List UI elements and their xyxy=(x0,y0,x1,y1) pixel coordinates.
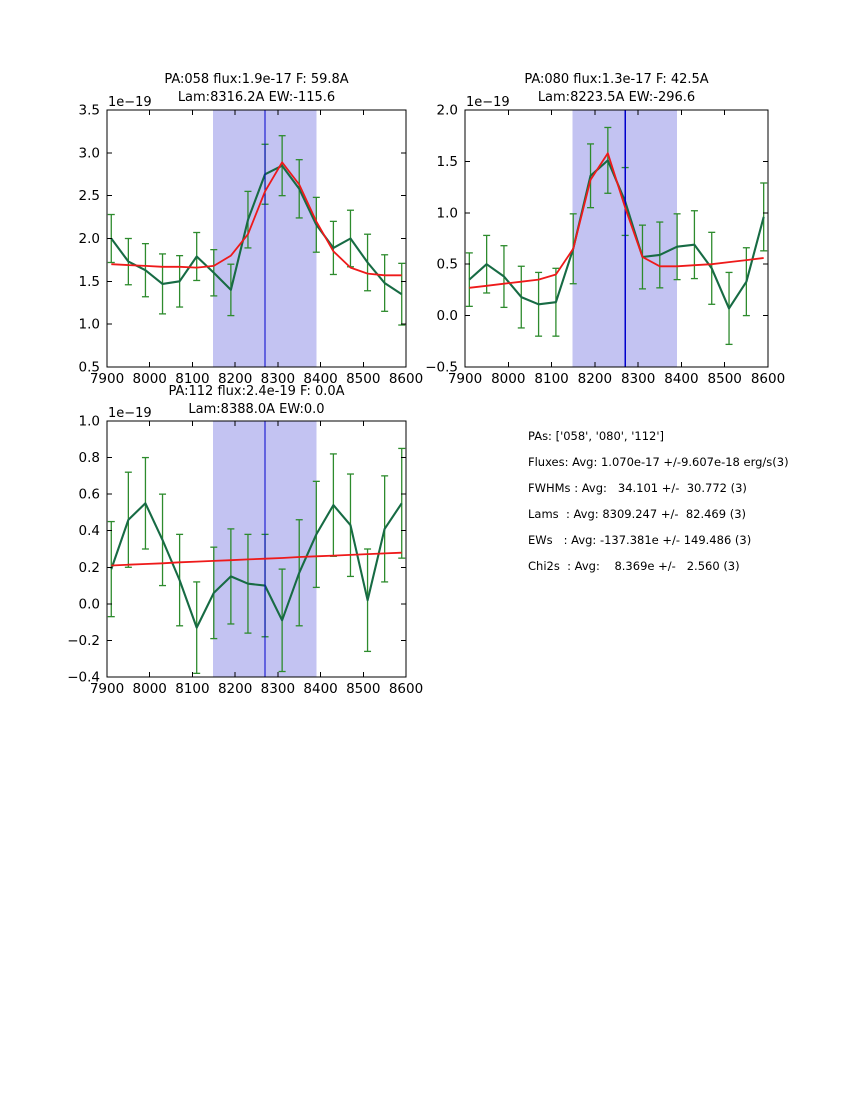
x-tick-label: 7900 xyxy=(90,371,124,387)
y-tick-label: −0.2 xyxy=(67,633,100,649)
x-tick-label: 8600 xyxy=(389,371,423,387)
fit-line xyxy=(111,161,402,277)
x-tick-label: 8100 xyxy=(175,371,209,387)
x-tick-label: 7900 xyxy=(90,681,124,697)
spectrum-line xyxy=(110,502,403,629)
y-tick-label: 0.5 xyxy=(79,360,100,376)
y-tick-label: 1.5 xyxy=(79,274,100,290)
x-tick-label: 8600 xyxy=(389,681,423,697)
y-tick-label: 1.0 xyxy=(79,414,100,430)
x-tick-label: 8200 xyxy=(218,681,252,697)
y-tick-label: −0.5 xyxy=(425,360,458,376)
y-tick-label: 1.5 xyxy=(437,154,458,170)
x-tick-label: 8000 xyxy=(491,371,525,387)
x-tick-label: 8100 xyxy=(175,681,209,697)
chart-title-line1: PA:080 flux:1.3e-17 F: 42.5A xyxy=(524,72,709,87)
x-tick-label: 7900 xyxy=(448,371,482,387)
y-tick-label: 0.5 xyxy=(437,257,458,273)
tick-marks xyxy=(106,109,407,368)
subplot-1: 7900 8000 8100 8200 8300 8400 8500 8600 −0.5 0.0 0… xyxy=(425,103,785,388)
x-tick-label: 8200 xyxy=(578,371,612,387)
x-tick-label: 8500 xyxy=(346,681,380,697)
y-axis-offset-label: 1e−19 xyxy=(466,95,510,110)
y-tick-label: 2.5 xyxy=(79,188,100,204)
y-tick-label: 3.0 xyxy=(79,145,100,161)
chart-title-line2: Lam:8223.5A EW:-296.6 xyxy=(537,90,696,105)
x-tick-label: 8600 xyxy=(751,371,785,387)
fit-line xyxy=(469,152,764,289)
x-tick-label: 8300 xyxy=(261,681,295,697)
stats-line-pas: PAs: ['058', '080', '112'] xyxy=(528,429,665,443)
y-tick-label: 0.0 xyxy=(437,308,458,324)
chart-title-line2: Lam:8388.0A EW:0.0 xyxy=(188,402,325,417)
y-tick-label: 0.0 xyxy=(79,596,100,612)
stats-line-ews: EWs : Avg: -137.381e +/- 149.486 (3) xyxy=(528,533,752,547)
tick-marks xyxy=(464,109,769,368)
stats-line-chi2s: Chi2s : Avg: 8.369e +/- 2.560 (3) xyxy=(528,559,740,573)
y-axis-offset-label: 1e−19 xyxy=(108,406,152,421)
y-tick-label: 0.4 xyxy=(79,523,100,539)
tick-marks xyxy=(106,420,407,678)
chart-title-line1: PA:112 flux:2.4e-19 F: 0.0A xyxy=(168,384,345,399)
chart-title-line1: PA:058 flux:1.9e-17 F: 59.8A xyxy=(164,72,349,87)
subplot-0: 7900 8000 8100 8200 8300 8400 8500 8600 0.5 1.0 1.… xyxy=(79,103,424,388)
y-tick-label: 1.0 xyxy=(437,205,458,221)
y-tick-label: 1.0 xyxy=(79,317,100,333)
x-tick-label: 8000 xyxy=(133,371,167,387)
chart-title-pa058: PA:058 flux:1.9e-17 F: 59.8A Lam:8316.2A… xyxy=(107,71,406,107)
chart-title-line2: Lam:8316.2A EW:-115.6 xyxy=(177,90,336,105)
x-tick-label: 8000 xyxy=(133,681,167,697)
x-tick-label: 8400 xyxy=(303,371,337,387)
y-tick-label: 0.2 xyxy=(79,560,100,576)
x-tick-label: 8200 xyxy=(218,371,252,387)
stats-line-fluxes: Fluxes: Avg: 1.070e-17 +/-9.607e-18 erg/… xyxy=(528,455,789,469)
subplot-2: 7900 8000 8100 8200 8300 8400 8500 8600 −0.4 −0.2… xyxy=(67,414,423,698)
x-tick-label: 8400 xyxy=(664,371,698,387)
x-tick-label: 8400 xyxy=(303,681,337,697)
x-tick-label: 8500 xyxy=(708,371,742,387)
y-tick-label: 2.0 xyxy=(437,103,458,119)
y-tick-label: −0.4 xyxy=(67,670,100,686)
chart-title-pa112: PA:112 flux:2.4e-19 F: 0.0A Lam:8388.0A … xyxy=(107,383,406,419)
axes-frame xyxy=(106,420,407,678)
x-tick-label: 8300 xyxy=(621,371,655,387)
chart-title-pa080: PA:080 flux:1.3e-17 F: 42.5A Lam:8223.5A… xyxy=(465,71,768,107)
stats-panel: PAs: ['058', '080', '112'] Fluxes: Avg: … xyxy=(528,429,789,585)
y-tick-label: 3.5 xyxy=(79,103,100,119)
stats-line-fwhms: FWHMs : Avg: 34.101 +/- 30.772 (3) xyxy=(528,481,747,495)
y-tick-label: 0.8 xyxy=(79,450,100,466)
x-tick-label: 8300 xyxy=(261,371,295,387)
fit-line xyxy=(111,551,402,567)
y-tick-label: 0.6 xyxy=(79,487,100,503)
stats-line-lams: Lams : Avg: 8309.247 +/- 82.469 (3) xyxy=(528,507,747,521)
spectrum-line xyxy=(110,164,403,296)
y-tick-label: 2.0 xyxy=(79,231,100,247)
x-tick-label: 8500 xyxy=(346,371,380,387)
axes-frame xyxy=(464,109,769,368)
x-tick-label: 8100 xyxy=(534,371,568,387)
y-axis-offset-label: 1e−19 xyxy=(108,95,152,110)
